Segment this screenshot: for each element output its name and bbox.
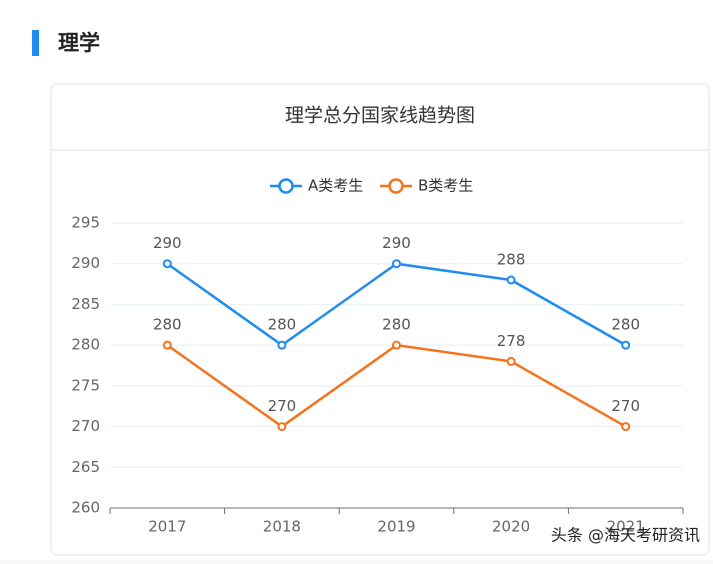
data-label: 288 [497, 251, 526, 269]
point [506, 356, 516, 366]
data-label: 280 [382, 316, 411, 334]
section-title: 理学 [58, 31, 100, 55]
data-label: 290 [382, 234, 411, 252]
x-tick-label: 2017 [148, 518, 186, 536]
data-label: 270 [611, 397, 640, 415]
data-label: 280 [611, 316, 640, 334]
point [621, 422, 631, 432]
legend-marker [388, 178, 404, 194]
point [506, 275, 516, 285]
data-label: 280 [153, 316, 182, 334]
data-label: 278 [497, 332, 526, 350]
y-tick-label: 285 [71, 295, 100, 313]
point [621, 340, 631, 350]
point [392, 340, 401, 350]
chart-title: 理学总分国家线趋势图 [285, 105, 475, 127]
point [277, 340, 287, 350]
data-label: 280 [268, 316, 297, 334]
x-tick-label: 2019 [377, 518, 415, 536]
section-marker [32, 30, 39, 56]
legend-label: B类考生 [418, 177, 473, 195]
data-label: 290 [153, 234, 182, 252]
watermark: 头条 @海天考研资讯 [551, 526, 700, 545]
y-tick-label: 290 [71, 254, 100, 272]
point [162, 340, 172, 350]
y-tick-label: 270 [71, 417, 100, 435]
point [162, 259, 172, 269]
y-tick-label: 295 [71, 214, 100, 232]
y-tick-label: 280 [71, 336, 100, 354]
x-tick-label: 2020 [492, 518, 530, 536]
data-label: 270 [268, 397, 297, 415]
y-tick-label: 265 [71, 458, 100, 476]
chart-card [50, 83, 710, 556]
x-tick-label: 2018 [263, 518, 301, 536]
legend-label: A类考生 [308, 177, 363, 195]
legend-marker [278, 178, 294, 194]
point [392, 259, 401, 269]
y-tick-label: 260 [71, 499, 100, 517]
x-tick-label: 2021 [607, 518, 645, 536]
point [277, 422, 287, 432]
y-tick-label: 275 [71, 376, 100, 394]
